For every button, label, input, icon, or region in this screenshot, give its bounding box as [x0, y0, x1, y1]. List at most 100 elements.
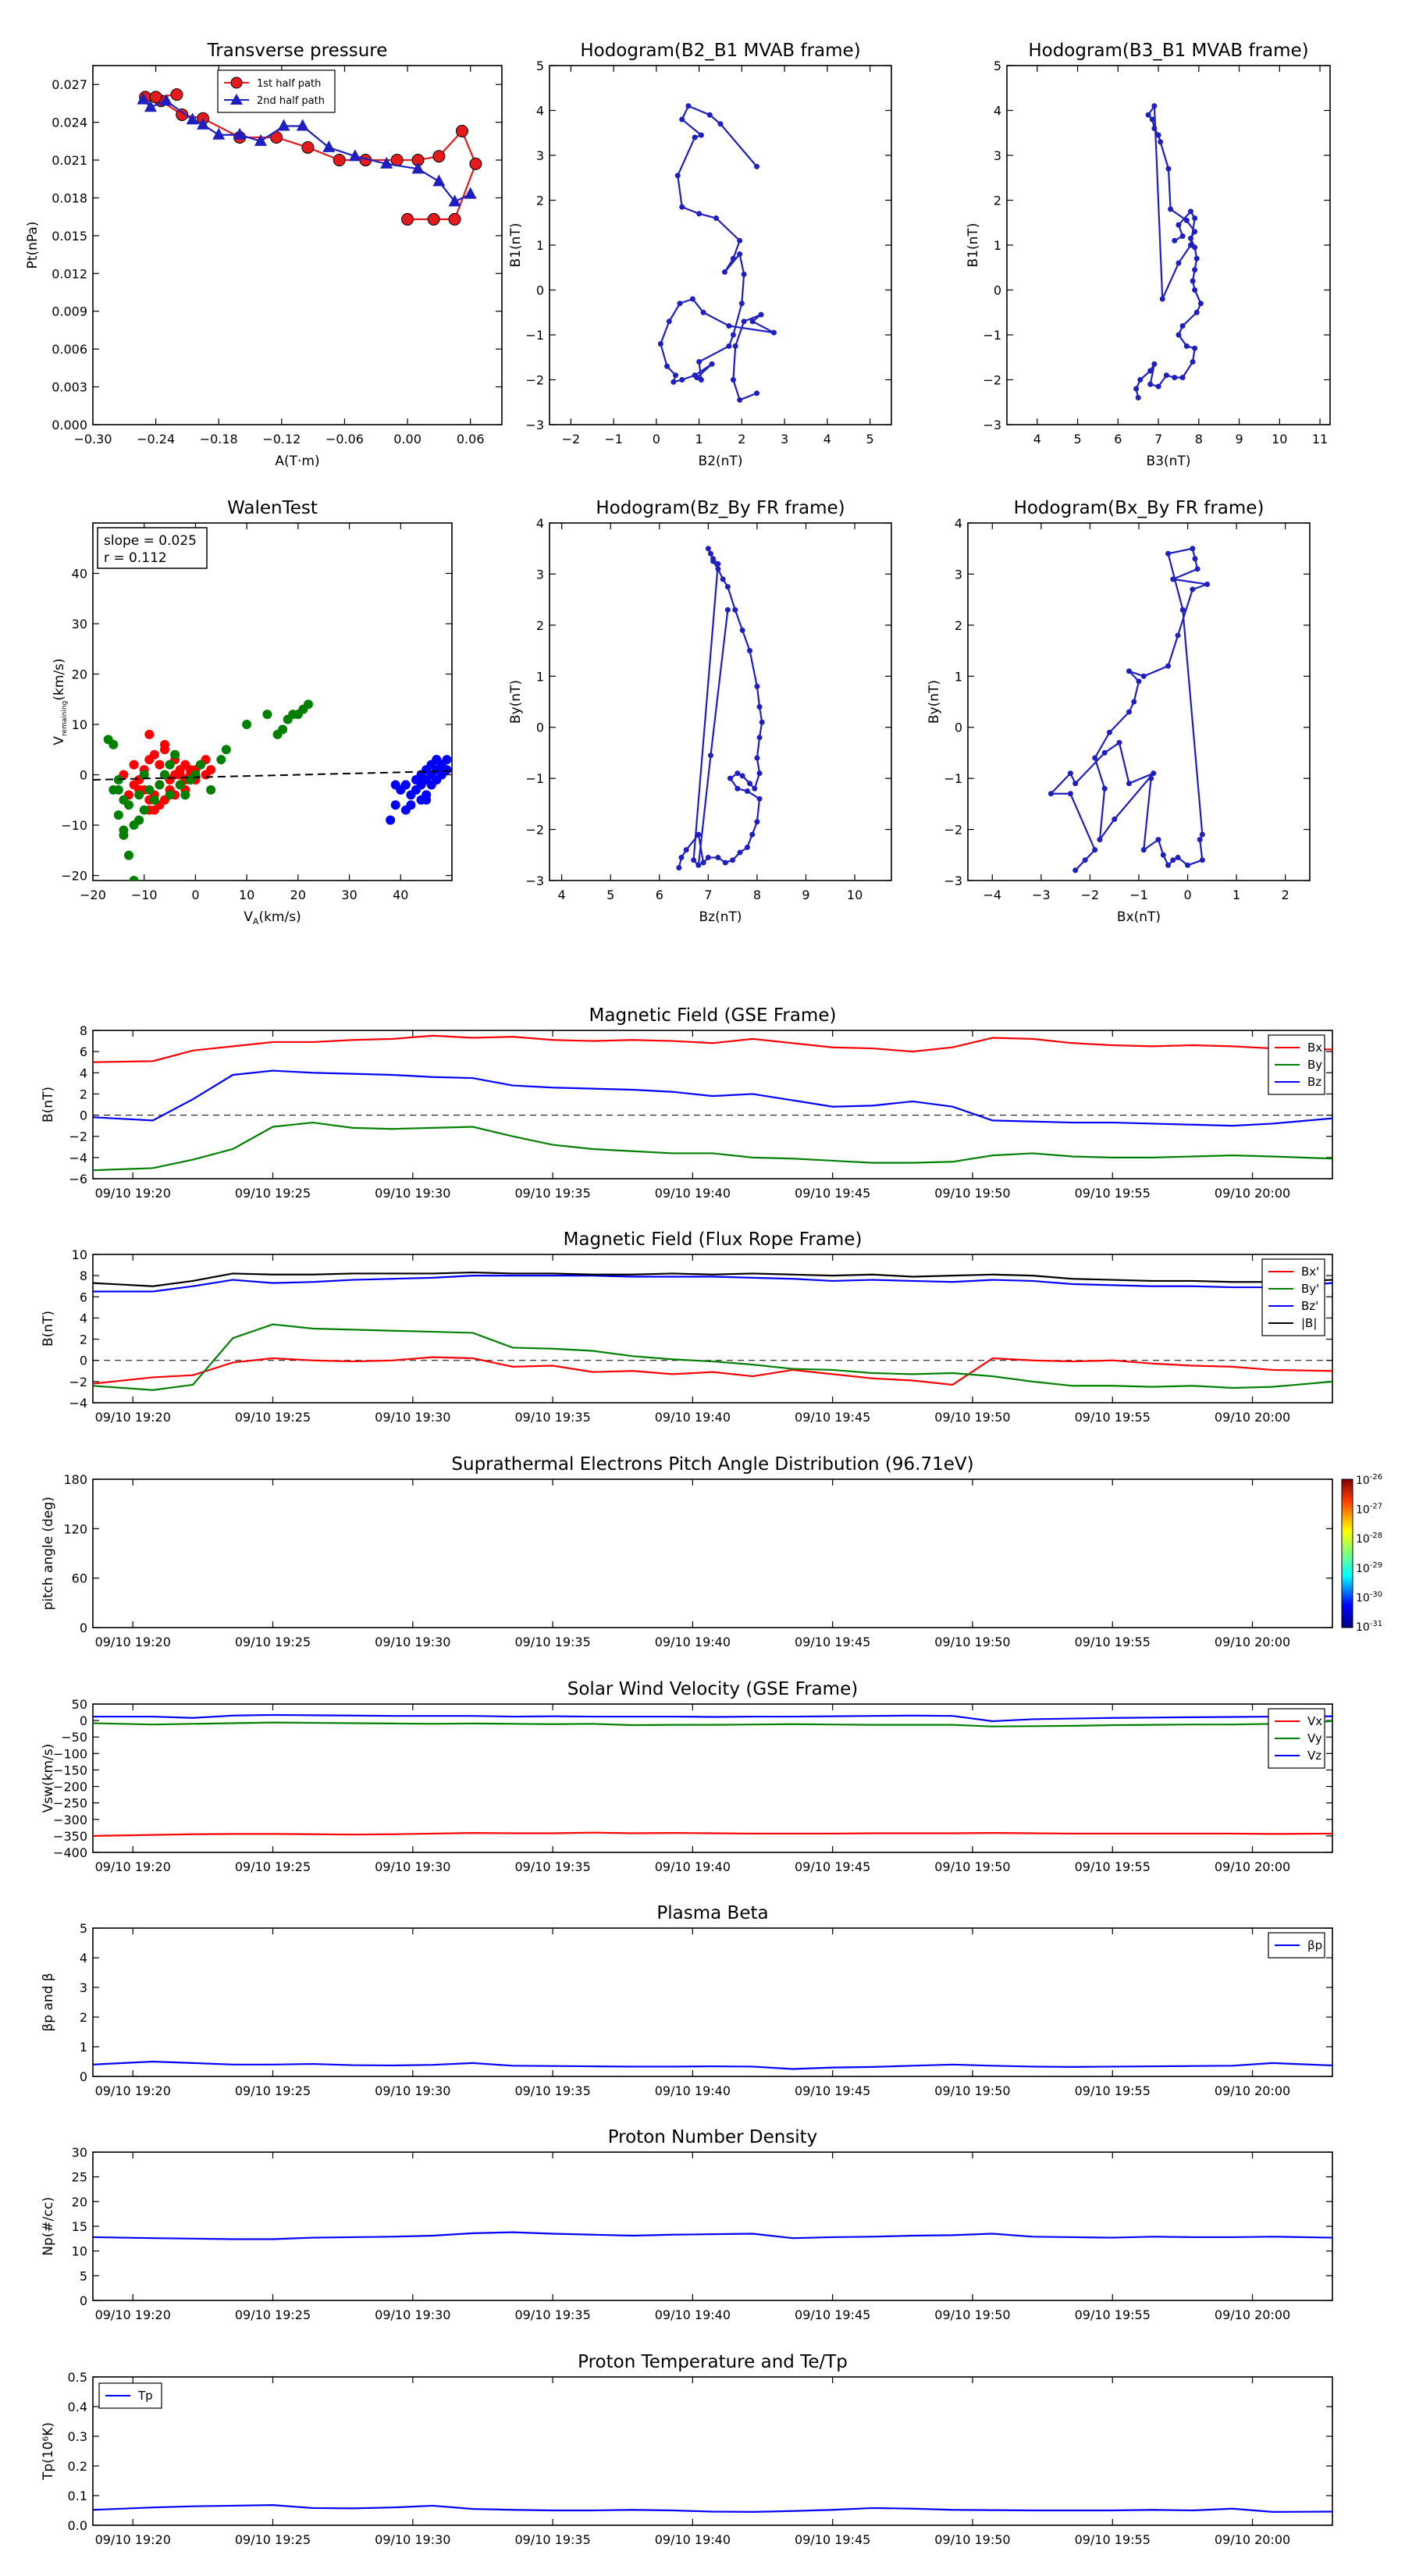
scatter-point: [436, 765, 446, 775]
x-tick-label: −2: [1081, 888, 1100, 902]
data-point: [679, 204, 685, 210]
data-point: [679, 116, 685, 123]
annotation-text: slope = 0.025: [104, 533, 197, 549]
y-tick-label: 40: [72, 567, 87, 582]
data-point: [698, 377, 704, 382]
y-tick-label: 4: [536, 516, 544, 531]
legend-label: 1st half path: [257, 78, 321, 90]
legend-label: Bx': [1301, 1265, 1319, 1279]
data-point: [1126, 781, 1132, 787]
x-tick-label: −2: [562, 432, 581, 447]
data-point: [722, 859, 728, 866]
y-axis-label: By(nT): [508, 680, 524, 724]
data-point: [1192, 215, 1198, 221]
y-tick-label: 1: [955, 669, 962, 684]
x-tick-label: 0: [653, 432, 660, 447]
y-axis-label: Tp(10⁶K): [41, 2422, 56, 2481]
y-tick-label: −1: [983, 328, 1001, 343]
y-axis-label: By(nT): [927, 680, 942, 724]
x-tick-label: 09/10 19:35: [514, 2532, 590, 2547]
axes-frame: [1006, 65, 1331, 425]
x-axis-label: B3(nT): [1147, 454, 1191, 469]
y-tick-label: 8: [80, 1268, 87, 1283]
data-point: [1072, 867, 1079, 873]
data-point: [754, 390, 760, 397]
x-tick-label: 09/10 19:20: [95, 1635, 171, 1649]
y-tick-label: 4: [955, 516, 962, 531]
scatter-point: [386, 815, 396, 825]
y-tick-label: 0: [536, 720, 544, 735]
x-tick-label: 09/10 19:50: [934, 1186, 1010, 1201]
y-tick-label: −50: [61, 1730, 87, 1745]
x-tick-label: −0.24: [137, 432, 175, 447]
x-axis-label: Bx(nT): [1117, 909, 1161, 925]
chart-title: Proton Temperature and Te/Tp: [578, 2352, 848, 2372]
panel-hxy: Hodogram(Bx_By FR frame) −4 −3 −2 −1 0 1 2 −3 −2 −…: [927, 498, 1311, 925]
data-point: [700, 309, 706, 315]
x-tick-label: 09/10 20:00: [1215, 2532, 1290, 2547]
y-tick-label: 0.2: [68, 2459, 87, 2474]
data-point: [1183, 217, 1190, 223]
y-tick-label: 4: [80, 1066, 87, 1080]
axes-frame: [92, 1478, 1333, 1628]
data-point: [683, 847, 689, 853]
data-point: [739, 773, 745, 779]
legend-label: Vz: [1307, 1749, 1321, 1763]
scatter-point: [432, 755, 442, 765]
chart-title: Magnetic Field (GSE Frame): [589, 1005, 837, 1026]
data-point: [254, 133, 267, 146]
y-tick-label: 5: [536, 59, 544, 73]
data-layer: [1133, 103, 1204, 400]
x-axis-label: A(T·m): [275, 454, 319, 469]
axes-frame: [92, 65, 503, 425]
y-tick-label: 6: [80, 1044, 87, 1059]
data-point: [770, 329, 777, 336]
series-line-p: [93, 2060, 1332, 2070]
y-tick-label: −3: [983, 418, 1001, 432]
x-tick-label: 2: [1282, 888, 1289, 902]
data-point: [689, 296, 695, 302]
data-point: [1190, 546, 1196, 552]
x-tick-label: 09/10 19:30: [375, 2532, 450, 2547]
x-tick-label: 09/10 19:30: [375, 1859, 450, 1874]
scatter-point: [108, 785, 119, 795]
data-point: [737, 237, 743, 244]
data-point: [717, 121, 724, 127]
data-point: [1131, 699, 1137, 705]
data-point: [737, 849, 743, 856]
y-tick-label: −350: [53, 1829, 87, 1844]
scatter-point: [124, 800, 133, 810]
x-tick-label: −1: [1129, 888, 1148, 902]
x-tick-label: 09/10 19:20: [95, 1410, 171, 1425]
x-tick-label: 09/10 19:20: [95, 2532, 171, 2547]
x-tick-label: 09/10 19:25: [235, 2532, 311, 2547]
y-tick-label: 0.015: [52, 229, 87, 244]
x-tick-label: 5: [606, 888, 614, 902]
data-point: [705, 546, 711, 552]
data-point: [1155, 383, 1161, 390]
data-point: [1170, 857, 1176, 863]
x-tick-label: −3: [1032, 888, 1051, 902]
x-tick-label: 09/10 19:40: [655, 2532, 731, 2547]
scatter-point: [129, 760, 139, 770]
data-layer: [1048, 546, 1211, 873]
data-point: [1116, 739, 1122, 745]
y-tick-label: −20: [61, 869, 87, 884]
data-point: [1151, 770, 1157, 777]
y-tick-label: 0.027: [52, 77, 87, 92]
scatter-point: [160, 739, 169, 749]
data-point: [1197, 301, 1204, 307]
data-point: [715, 855, 721, 861]
x-tick-label: 0: [1183, 888, 1191, 902]
scatter-point: [119, 830, 129, 840]
data-point: [715, 560, 721, 567]
legend-label: Bz': [1301, 1299, 1318, 1313]
y-tick-label: 3: [955, 567, 962, 582]
data-layer: [93, 1713, 1332, 1837]
data-point: [1092, 847, 1098, 853]
panel-bgse: Magnetic Field (GSE Frame) 09/10 19:20 09/…: [41, 1005, 1333, 1201]
data-point: [1097, 837, 1103, 843]
scatter-point: [201, 770, 211, 780]
y-tick-label: 0: [955, 720, 962, 735]
x-tick-label: 09/10 19:40: [655, 1186, 731, 1201]
